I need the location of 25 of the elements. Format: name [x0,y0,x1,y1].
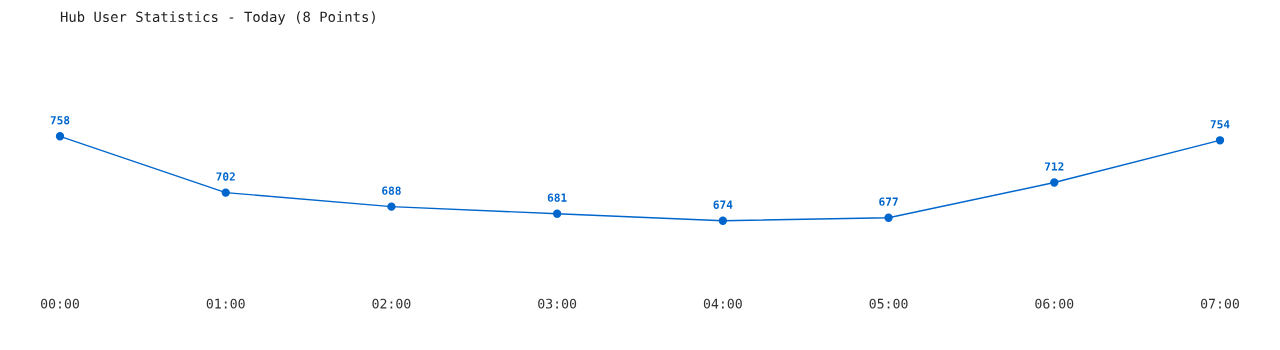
point [718,216,728,225]
point [221,188,230,197]
x-tick-label: 01:00 [206,298,245,309]
data-label: 681 [547,193,567,202]
data-label: 674 [713,200,733,209]
data-label: 712 [1044,162,1064,171]
x-tick-label: 06:00 [1035,298,1074,309]
chart-title: Hub User Statistics - Today (8 Points) [60,11,375,25]
point [387,202,396,211]
x-tick-label: 03:00 [538,298,577,309]
point [1215,136,1225,145]
x-tick-label: 00:00 [41,298,79,309]
x-tick-label: 02:00 [372,298,411,309]
point [552,209,562,218]
x-tick-label: 05:00 [869,298,908,309]
point [55,132,65,141]
data-label: 688 [382,186,401,195]
x-tick-label: 07:00 [1201,298,1239,309]
point [884,213,893,222]
data-label: 702 [216,172,235,181]
data-label: 758 [50,116,70,125]
data-label: 677 [879,197,898,206]
data-label: 754 [1210,120,1230,129]
point [1050,178,1059,187]
x-tick-label: 04:00 [703,298,742,309]
